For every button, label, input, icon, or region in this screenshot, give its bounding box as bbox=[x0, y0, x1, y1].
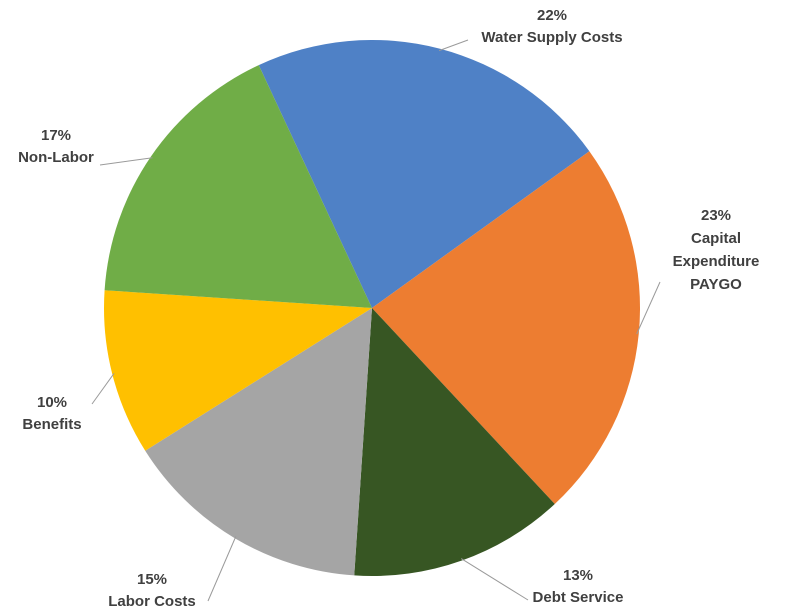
leader-line bbox=[460, 558, 529, 601]
slice-percent-label: 13% bbox=[563, 567, 593, 584]
slice-category-label: PAYGO bbox=[690, 276, 742, 293]
leader-line bbox=[99, 157, 153, 166]
slice-category-label: Benefits bbox=[22, 416, 81, 433]
pie-slice-labor-costs bbox=[145, 308, 372, 576]
leader-line bbox=[207, 536, 237, 602]
slice-percent-label: 10% bbox=[37, 394, 67, 411]
pie-slice-non-labor bbox=[104, 65, 372, 308]
slice-category-label: Water Supply Costs bbox=[481, 29, 622, 46]
pie-slice-capital-expenditure-paygo bbox=[372, 151, 641, 505]
slice-category-label: Capital bbox=[691, 230, 741, 247]
slice-category-label: Expenditure bbox=[673, 253, 760, 270]
slice-percent-label: 17% bbox=[41, 127, 71, 144]
leader-line bbox=[636, 281, 661, 335]
pie-slice-debt-service bbox=[354, 308, 555, 576]
leader-line bbox=[438, 39, 469, 52]
slice-category-label: Non-Labor bbox=[18, 149, 94, 166]
leader-line bbox=[91, 373, 115, 405]
slice-category-label: Debt Service bbox=[533, 589, 624, 606]
slice-category-label: Labor Costs bbox=[108, 593, 196, 610]
slice-percent-label: 23% bbox=[701, 207, 731, 224]
pie-slice-benefits bbox=[104, 290, 373, 451]
pie-slice-water-supply-costs bbox=[258, 39, 590, 309]
slice-percent-label: 15% bbox=[137, 571, 167, 588]
slice-percent-label: 22% bbox=[537, 7, 567, 24]
